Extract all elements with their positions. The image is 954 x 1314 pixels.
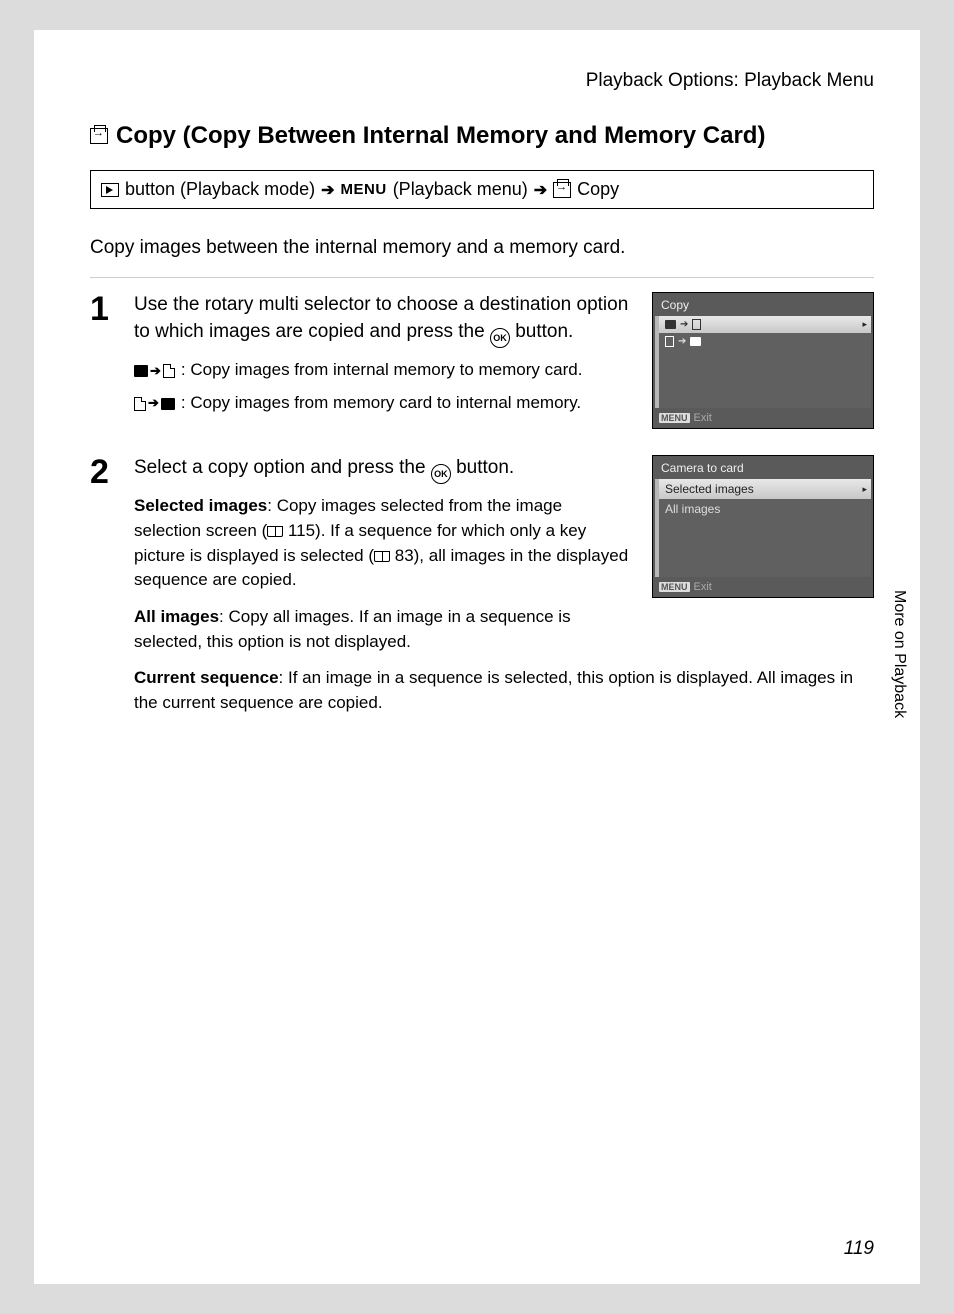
lcd-footer: MENU Exit [653,577,873,597]
step-2: 2 Select a copy option and press the OK … [90,449,874,727]
option-label: Selected images [134,496,267,515]
navigation-path: button (Playback mode) ➔ MENU (Playback … [90,170,874,209]
arrow-icon: ➔ [148,394,159,413]
arrow-icon: ➔ [534,180,547,200]
side-section-label: More on Playback [890,590,908,718]
menu-chip-icon: MENU [659,413,690,423]
step-number: 2 [90,455,116,727]
arrow-icon: ➔ [321,180,334,200]
option-selected-images: Selected images: Copy images selected fr… [134,494,632,593]
memory-card-icon [134,397,146,411]
lcd-exit-label: Exit [694,581,712,593]
option-all-images: All images: Copy all images. If an image… [134,605,632,654]
step-heading-b: button. [510,321,573,342]
step-heading-b: button. [451,457,514,478]
section-title: Copy (Copy Between Internal Memory and M… [90,122,874,150]
playback-icon [101,183,119,197]
lcd-row-selected: Selected images [659,479,871,499]
intro-text: Copy images between the internal memory … [90,237,874,259]
menu-chip-icon: MENU [659,582,690,592]
ok-button-icon: OK [431,464,451,484]
lcd-footer: MENU Exit [653,408,873,428]
option-label: Current sequence [134,668,279,687]
lcd-blank [659,350,871,408]
reference-icon [374,551,390,562]
lcd-exit-label: Exit [694,412,712,424]
lcd-row: ➔ [659,333,871,350]
page-number: 119 [844,1238,874,1260]
sub-item-internal-to-card: ➔ : Copy images from internal memory to … [134,358,632,383]
section-title-text: Copy (Copy Between Internal Memory and M… [116,122,765,150]
step-heading-a: Select a copy option and press the [134,457,431,478]
lcd-row-selected: ➔ [659,316,871,333]
arrow-icon: ➔ [678,336,686,347]
internal-memory-icon [665,320,676,329]
copy-icon [553,182,571,198]
manual-page: Playback Options: Playback Menu Copy (Co… [34,30,920,1284]
sub-item-card-to-internal: ➔ : Copy images from memory card to inte… [134,391,632,416]
step-heading: Use the rotary multi selector to choose … [134,292,632,348]
copy-icon [90,128,108,144]
lcd-title: Camera to card [653,456,873,479]
menu-label: MENU [341,181,387,198]
sub-item-text: : Copy images from memory card to intern… [181,391,581,416]
reference-icon [267,526,283,537]
arrow-icon: ➔ [150,362,161,381]
lcd-blank [659,519,871,577]
nav-playback-mode: button (Playback mode) [125,179,315,200]
internal-memory-icon [134,365,148,377]
option-label: All images [134,607,219,626]
sub-item-text: : Copy images from internal memory to me… [181,358,583,383]
option-current-sequence: Current sequence: If an image in a seque… [134,666,874,715]
memory-card-icon [163,364,175,378]
lcd-screenshot-copy: Copy ➔ ➔ [652,292,874,429]
lcd-row: All images [659,499,871,519]
step-heading: Select a copy option and press the OK bu… [134,455,632,484]
arrow-icon: ➔ [680,319,688,330]
nav-copy: Copy [577,179,619,200]
internal-memory-icon [161,398,175,410]
side-tab [920,450,954,710]
lcd-title: Copy [653,293,873,316]
memory-card-icon [665,336,674,347]
step-1: 1 Use the rotary multi selector to choos… [90,277,874,429]
lcd-screenshot-camera-to-card: Camera to card Selected images All image… [652,455,874,598]
nav-playback-menu: (Playback menu) [393,179,528,200]
step-number: 1 [90,292,116,429]
memory-card-icon [692,319,701,330]
ok-button-icon: OK [490,328,510,348]
internal-memory-icon [690,337,701,346]
breadcrumb: Playback Options: Playback Menu [90,70,874,92]
